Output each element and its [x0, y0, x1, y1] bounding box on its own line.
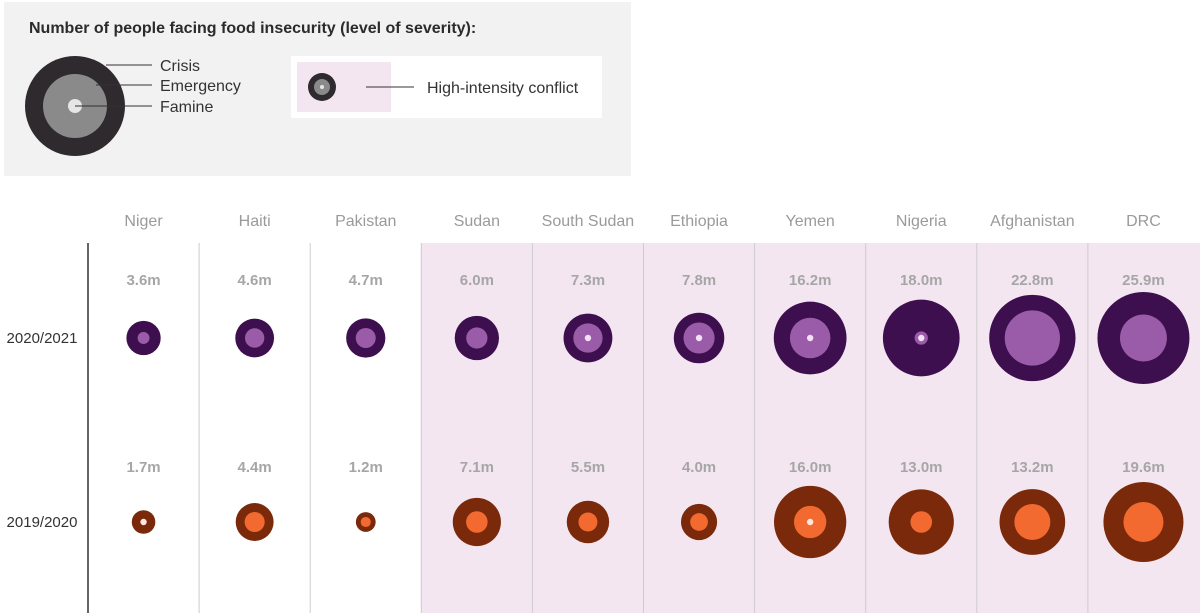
value-label: 19.6m	[1122, 459, 1165, 476]
emergency-bubble	[690, 513, 708, 531]
country-label: Haiti	[239, 213, 271, 230]
emergency-bubble	[244, 511, 265, 533]
famine-bubble	[918, 334, 925, 342]
value-label: 4.4m	[238, 459, 272, 476]
emergency-bubble	[355, 328, 376, 348]
bubble-chart: Niger Haiti Pakistan Sudan South Sudan Ethiop…	[7, 213, 1200, 613]
value-label: 22.8m	[1011, 272, 1054, 289]
country-label: Afghanistan	[990, 213, 1075, 230]
country-label: DRC	[1126, 213, 1161, 230]
value-label: 4.0m	[682, 459, 716, 476]
year-label: 2019/2020	[7, 514, 78, 531]
value-label: 4.7m	[349, 272, 383, 289]
legend-famine-label: Famine	[160, 99, 213, 116]
year-label: 2020/2021	[7, 330, 78, 347]
emergency-bubble	[1119, 314, 1167, 362]
value-label: 13.2m	[1011, 459, 1054, 476]
country-label: Nigeria	[896, 213, 947, 230]
emergency-bubble	[578, 512, 598, 532]
emergency-bubble	[910, 511, 933, 533]
value-label: 7.1m	[460, 459, 494, 476]
famine-bubble	[806, 518, 814, 526]
value-label: 6.0m	[460, 272, 494, 289]
famine-bubble	[140, 518, 147, 526]
legend-title: Number of people facing food insecurity …	[29, 20, 477, 37]
value-label: 25.9m	[1122, 272, 1165, 289]
legend-box: Number of people facing food insecurity …	[4, 2, 631, 176]
famine-bubble	[584, 334, 592, 342]
value-label: 16.0m	[789, 459, 832, 476]
country-label: Ethiopia	[670, 213, 728, 230]
legend-emergency-label: Emergency	[160, 78, 241, 95]
emergency-bubble	[466, 327, 488, 349]
value-label: 1.2m	[349, 459, 383, 476]
value-label: 5.5m	[571, 459, 605, 476]
country-label: Pakistan	[335, 213, 396, 230]
legend-graphic: Crisis Emergency Famine High-intensity c…	[25, 56, 579, 156]
emergency-bubble	[1014, 504, 1051, 540]
value-label: 1.7m	[126, 459, 160, 476]
legend-crisis-label: Crisis	[160, 58, 200, 75]
country-label: Yemen	[786, 213, 835, 230]
value-label: 7.3m	[571, 272, 605, 289]
value-label: 13.0m	[900, 459, 943, 476]
famine-bubble	[806, 334, 814, 342]
country-label: Sudan	[454, 213, 500, 230]
famine-bubble	[695, 334, 703, 342]
legend-conflict-label: High-intensity conflict	[427, 80, 579, 97]
emergency-bubble	[360, 516, 371, 528]
value-label: 16.2m	[789, 272, 832, 289]
emergency-bubble	[466, 511, 488, 533]
value-label: 7.8m	[682, 272, 716, 289]
emergency-bubble	[244, 328, 265, 348]
emergency-bubble	[1123, 501, 1164, 543]
emergency-bubble	[1004, 310, 1060, 366]
legend-conflict-famine-circle	[320, 85, 324, 89]
value-label: 3.6m	[126, 272, 160, 289]
value-label: 18.0m	[900, 272, 943, 289]
country-label: South Sudan	[542, 213, 635, 230]
value-label: 4.6m	[238, 272, 272, 289]
country-label: Niger	[124, 213, 163, 230]
emergency-bubble	[137, 332, 150, 344]
